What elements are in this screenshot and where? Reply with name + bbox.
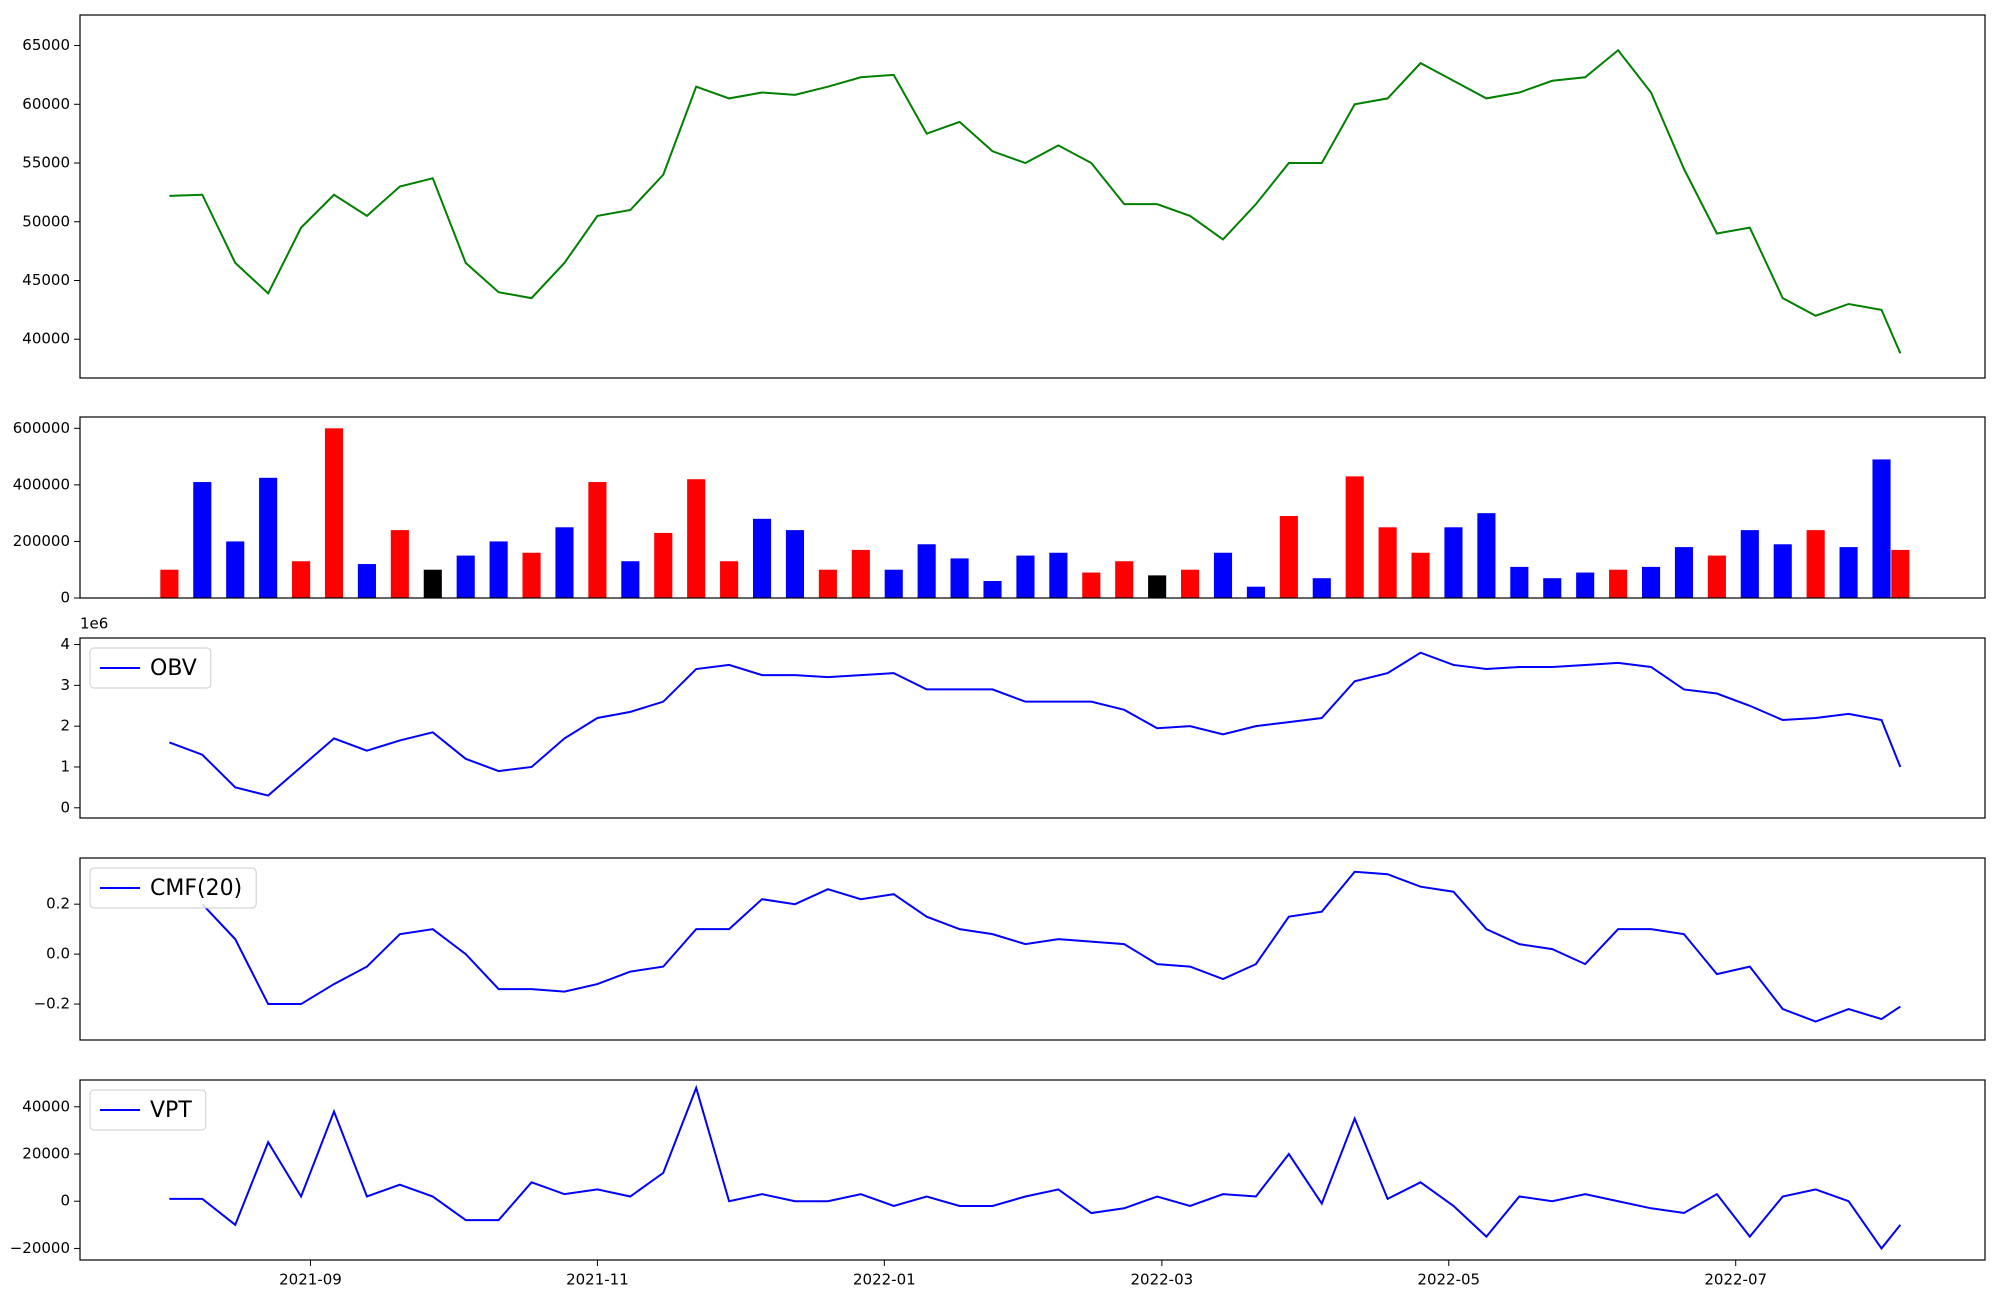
- bar: [752, 518, 772, 598]
- bar: [588, 482, 607, 598]
- y-tick-label: 2: [60, 717, 70, 735]
- bar: [489, 541, 508, 598]
- bar: [357, 564, 376, 598]
- axes-frame: [79, 857, 1986, 1041]
- y-tick-label: 3: [60, 676, 70, 694]
- legend-box: [89, 647, 212, 689]
- x-tick-label: 2021-11: [566, 1271, 629, 1289]
- y-tick-label: 400000: [13, 475, 70, 493]
- y-tick-label: 0.2: [46, 895, 70, 913]
- bar: [720, 561, 739, 598]
- axes-frame: [79, 416, 1986, 599]
- bar: [522, 552, 541, 598]
- bar: [193, 482, 212, 598]
- line: [169, 48, 1902, 354]
- y-tick-label: 200000: [13, 532, 70, 550]
- y-tick-label: −20000: [10, 1239, 70, 1257]
- bar: [1016, 555, 1035, 598]
- bar: [1345, 476, 1364, 598]
- x-tick-label: 2022-05: [1417, 1271, 1480, 1289]
- axes-frame: [79, 14, 1986, 379]
- bar: [1082, 572, 1101, 598]
- line: [169, 651, 1902, 797]
- bar: [950, 558, 969, 598]
- y-tick-label: 0: [60, 1192, 70, 1210]
- y-tick-label: 45000: [22, 271, 70, 289]
- bar: [1279, 515, 1298, 598]
- bar: [654, 532, 673, 598]
- bar: [1609, 569, 1628, 598]
- bar: [917, 544, 936, 598]
- bar: [1872, 459, 1891, 598]
- bar: [1213, 552, 1233, 598]
- bar: [1181, 569, 1200, 598]
- line: [201, 870, 1901, 1023]
- bar: [1049, 552, 1068, 598]
- legend-box: [89, 867, 257, 909]
- bar: [1839, 547, 1858, 598]
- line: [169, 1084, 1902, 1251]
- axes-frame: [79, 1079, 1986, 1261]
- y-tick-label: 40000: [22, 330, 70, 348]
- bar: [851, 549, 870, 598]
- y-tick-label: 0.0: [46, 945, 70, 963]
- y-tick-label: 1: [60, 757, 70, 775]
- bar: [1312, 578, 1331, 598]
- bar: [621, 561, 640, 598]
- x-tick-label: 2022-07: [1704, 1271, 1767, 1289]
- bar: [1411, 552, 1430, 598]
- legend-box: [89, 1089, 207, 1131]
- bar: [1773, 544, 1792, 598]
- bar: [1740, 530, 1759, 598]
- bar: [1444, 527, 1463, 598]
- axes-frame: [79, 637, 1986, 819]
- x-tick-label: 2021-09: [279, 1271, 342, 1289]
- bar: [1707, 555, 1726, 598]
- bar: [226, 541, 245, 598]
- bar: [456, 555, 475, 598]
- bar: [785, 530, 805, 598]
- bar: [160, 569, 179, 598]
- bar: [1576, 572, 1595, 598]
- bar: [390, 530, 409, 598]
- x-tick-label: 2022-01: [853, 1271, 916, 1289]
- bar: [1378, 527, 1397, 598]
- bar: [1148, 575, 1167, 598]
- bar: [292, 561, 311, 598]
- bar: [1246, 586, 1265, 598]
- bar: [1641, 566, 1661, 598]
- y-tick-label: 50000: [22, 212, 70, 230]
- bar: [687, 479, 706, 598]
- y-tick-label: 55000: [22, 154, 70, 172]
- y-tick-label: 4: [60, 635, 70, 653]
- y-tick-label: 0: [60, 589, 70, 607]
- bar: [1510, 566, 1529, 598]
- y-tick-label: 20000: [22, 1145, 70, 1163]
- bar: [983, 581, 1002, 598]
- y-tick-label: 65000: [22, 36, 70, 54]
- bar: [1115, 561, 1134, 598]
- y-tick-label: −0.2: [34, 995, 70, 1013]
- y-tick-label: 40000: [22, 1097, 70, 1115]
- y-tick-label: 600000: [13, 419, 70, 437]
- bar: [1477, 513, 1496, 598]
- bar: [259, 477, 278, 598]
- bar: [555, 527, 574, 598]
- bar: [1543, 578, 1562, 598]
- legend-label: OBV: [150, 656, 197, 681]
- bar: [1806, 530, 1825, 598]
- bar: [818, 569, 837, 598]
- y-tick-label: 0: [60, 798, 70, 816]
- y-tick-label: 60000: [22, 95, 70, 113]
- legend-label: CMF(20): [150, 876, 242, 901]
- bar: [884, 569, 903, 598]
- bar: [423, 569, 442, 598]
- bar: [324, 428, 344, 598]
- bar: [1891, 549, 1910, 598]
- bar: [1674, 547, 1694, 598]
- y-offset-label: 1e6: [80, 615, 108, 633]
- x-tick-label: 2022-03: [1131, 1271, 1194, 1289]
- legend-label: VPT: [150, 1098, 192, 1123]
